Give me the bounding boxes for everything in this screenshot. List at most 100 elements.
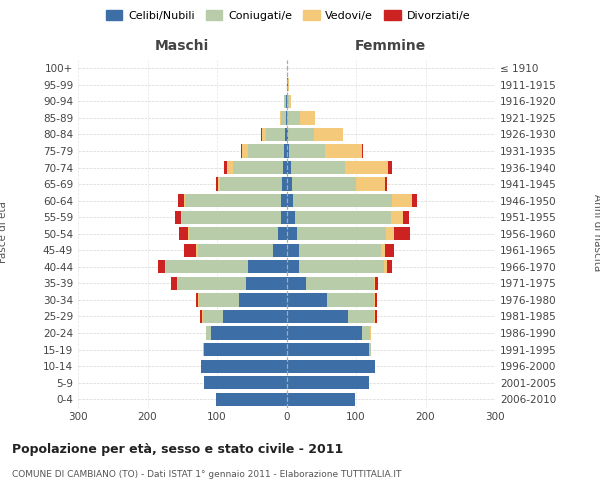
Bar	[289, 144, 325, 158]
Bar	[386, 227, 394, 240]
Bar	[189, 227, 278, 240]
Bar	[295, 210, 391, 224]
Bar	[223, 310, 287, 323]
Bar	[197, 294, 199, 306]
Bar	[412, 194, 417, 207]
Bar	[381, 244, 385, 257]
Bar	[284, 144, 287, 158]
Bar	[286, 95, 287, 108]
Bar	[287, 343, 368, 356]
Bar	[287, 178, 292, 190]
Bar	[287, 112, 300, 124]
Bar	[287, 78, 288, 92]
Bar	[347, 310, 374, 323]
Bar	[287, 244, 299, 257]
Bar	[272, 244, 287, 257]
Bar	[188, 227, 189, 240]
Bar	[281, 178, 287, 190]
Bar	[215, 392, 287, 406]
Bar	[200, 310, 202, 323]
Bar	[281, 194, 287, 207]
Bar	[281, 210, 287, 224]
Bar	[211, 326, 287, 340]
Bar	[299, 244, 381, 257]
Bar	[293, 194, 392, 207]
Bar	[388, 161, 392, 174]
Text: Anni di nascita: Anni di nascita	[592, 194, 600, 271]
Bar	[199, 294, 239, 306]
Bar	[287, 95, 289, 108]
Bar	[374, 277, 376, 290]
Bar	[206, 326, 211, 340]
Bar	[283, 161, 287, 174]
Bar	[284, 95, 286, 108]
Text: Femmine: Femmine	[355, 38, 427, 52]
Bar	[392, 194, 412, 207]
Bar	[287, 210, 295, 224]
Bar	[391, 210, 403, 224]
Bar	[178, 277, 246, 290]
Bar	[176, 277, 178, 290]
Text: Fasce di età: Fasce di età	[0, 202, 8, 264]
Bar	[196, 294, 197, 306]
Bar	[179, 227, 188, 240]
Bar	[376, 294, 377, 306]
Bar	[205, 376, 287, 390]
Bar	[287, 260, 299, 274]
Bar	[292, 178, 356, 190]
Bar	[197, 244, 272, 257]
Bar	[158, 260, 165, 274]
Bar	[286, 112, 287, 124]
Bar	[196, 244, 197, 257]
Bar	[171, 277, 176, 290]
Bar	[362, 326, 370, 340]
Bar	[376, 277, 378, 290]
Bar	[374, 294, 376, 306]
Bar	[403, 210, 409, 224]
Bar	[370, 326, 371, 340]
Bar	[185, 194, 281, 207]
Bar	[287, 128, 288, 141]
Bar	[233, 161, 283, 174]
Bar	[385, 244, 394, 257]
Bar	[246, 277, 287, 290]
Bar	[166, 260, 248, 274]
Bar	[394, 227, 410, 240]
Bar	[374, 310, 376, 323]
Bar	[181, 210, 182, 224]
Bar	[385, 178, 386, 190]
Bar	[239, 294, 287, 306]
Bar	[290, 161, 345, 174]
Bar	[205, 343, 287, 356]
Bar	[368, 343, 371, 356]
Bar	[288, 78, 289, 92]
Bar	[280, 112, 281, 124]
Bar	[287, 144, 289, 158]
Bar	[175, 210, 181, 224]
Legend: Celibi/Nubili, Coniugati/e, Vedovi/e, Divorziati/e: Celibi/Nubili, Coniugati/e, Vedovi/e, Di…	[101, 6, 475, 25]
Bar	[287, 392, 355, 406]
Bar	[165, 260, 166, 274]
Bar	[325, 144, 362, 158]
Bar	[217, 178, 218, 190]
Text: COMUNE DI CAMBIANO (TO) - Dati ISTAT 1° gennaio 2011 - Elaborazione TUTTITALIA.I: COMUNE DI CAMBIANO (TO) - Dati ISTAT 1° …	[12, 470, 401, 479]
Bar	[362, 144, 363, 158]
Bar	[299, 260, 384, 274]
Bar	[218, 178, 220, 190]
Bar	[287, 227, 297, 240]
Bar	[262, 128, 266, 141]
Bar	[248, 260, 287, 274]
Bar	[266, 128, 285, 141]
Bar	[184, 244, 196, 257]
Bar	[287, 277, 306, 290]
Bar	[287, 194, 293, 207]
Bar	[314, 128, 343, 141]
Bar	[300, 112, 315, 124]
Bar	[241, 144, 242, 158]
Bar	[287, 294, 327, 306]
Bar	[242, 144, 248, 158]
Bar	[248, 144, 284, 158]
Bar	[178, 194, 184, 207]
Text: Maschi: Maschi	[155, 38, 209, 52]
Bar	[287, 326, 362, 340]
